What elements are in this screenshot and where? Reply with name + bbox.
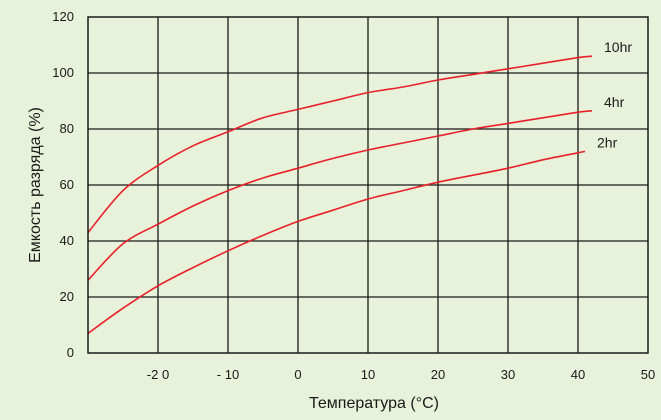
x-axis-title: Температура (°C) <box>309 395 439 412</box>
y-tick-label: 40 <box>60 233 74 248</box>
y-tick-label: 60 <box>60 177 74 192</box>
y-axis-ticks: 0 20 40 60 80 100 120 <box>52 9 74 360</box>
series-line-4hr <box>87 110 593 281</box>
y-tick-label: 80 <box>60 121 74 136</box>
series-label-2hr: 2hr <box>597 134 618 150</box>
y-tick-label: 100 <box>52 65 74 80</box>
x-tick-label: 40 <box>571 367 585 382</box>
x-tick-label: 20 <box>431 367 445 382</box>
plot-border <box>87 16 649 354</box>
y-axis-title: Емкость разряда (%) <box>27 107 44 263</box>
y-tick-label: 120 <box>52 9 74 24</box>
series-line-10hr <box>87 55 593 234</box>
series-line-2hr <box>87 150 586 335</box>
x-tick-label: - 10 <box>217 367 239 382</box>
grid <box>88 17 648 353</box>
series-label-4hr: 4hr <box>604 94 625 110</box>
series-label-10hr: 10hr <box>604 39 632 55</box>
series-lines <box>87 55 593 335</box>
x-tick-label: -2 0 <box>147 367 169 382</box>
plot-frame <box>87 16 649 354</box>
y-tick-label: 20 <box>60 289 74 304</box>
x-tick-label: 0 <box>294 367 301 382</box>
series-labels: 10hr 4hr 2hr <box>597 39 632 150</box>
y-tick-label: 0 <box>67 345 74 360</box>
x-tick-label: 50 <box>641 367 655 382</box>
x-axis-ticks: -2 0 - 10 0 10 20 30 40 50 <box>147 367 655 382</box>
x-tick-label: 30 <box>501 367 515 382</box>
x-tick-label: 10 <box>361 367 375 382</box>
